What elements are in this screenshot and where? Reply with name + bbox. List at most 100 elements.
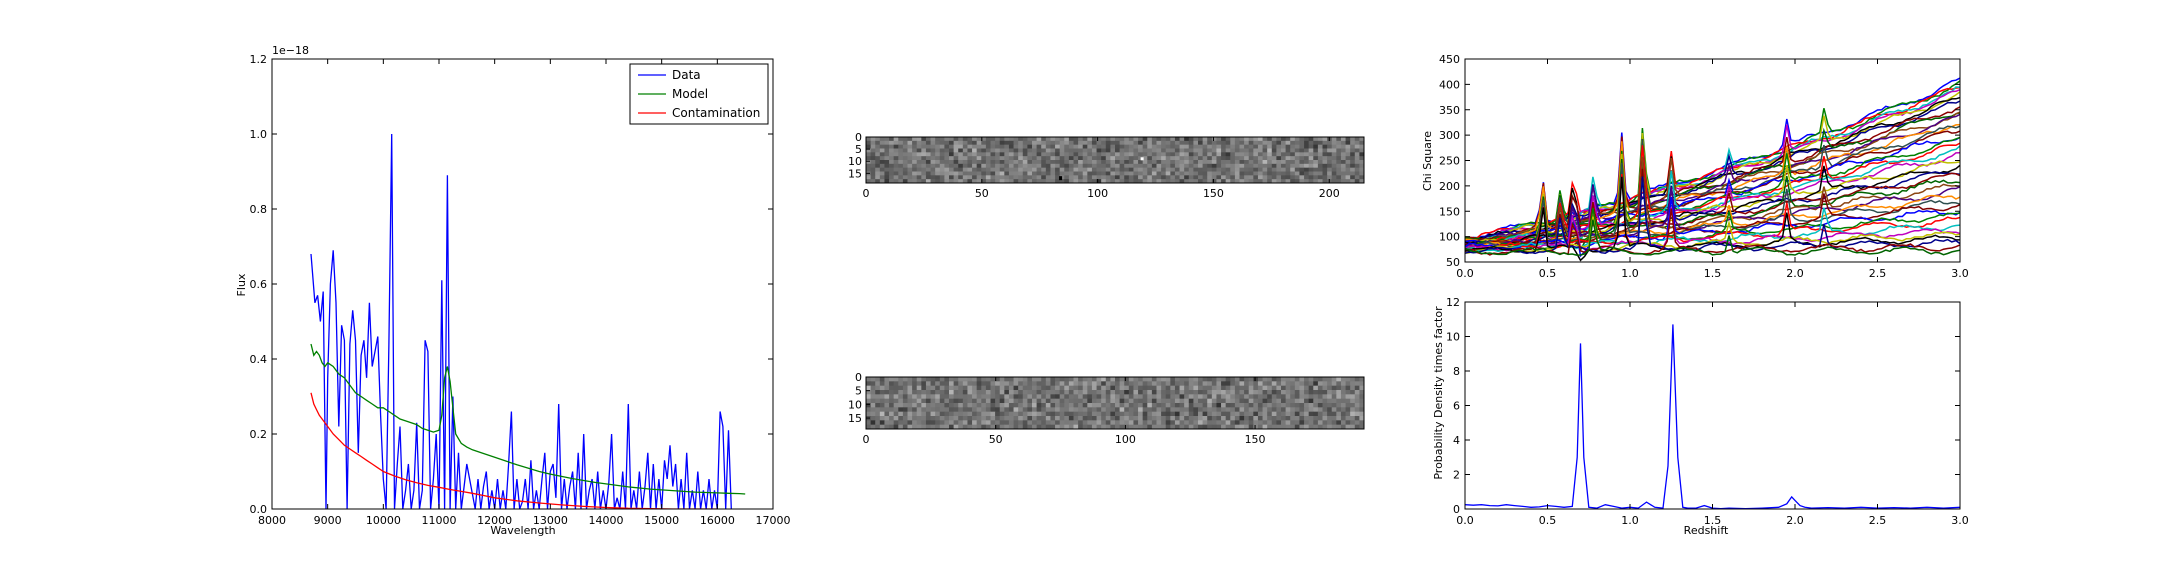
image-bottom-pixel — [1207, 411, 1213, 417]
image-top-pixel — [1096, 140, 1102, 146]
image-bottom-pixel — [875, 403, 881, 408]
image-top-xtick-label: 100 — [1087, 187, 1108, 200]
image-bottom-pixel — [985, 394, 991, 400]
image-bottom-pixel — [1068, 394, 1074, 400]
image-top-pixel — [981, 179, 987, 184]
image-bottom-pixel — [1151, 403, 1157, 408]
image-bottom-pixel — [1091, 385, 1097, 391]
image-top-pixel — [949, 160, 955, 165]
image-bottom-pixel — [1304, 398, 1310, 404]
image-top-pixel — [1068, 167, 1074, 172]
image-bottom-pixel — [953, 385, 959, 391]
image-bottom-pixel — [1147, 398, 1153, 404]
image-top-pixel — [962, 144, 968, 149]
image-bottom-pixel — [1281, 403, 1287, 408]
image-top-pixel — [1128, 156, 1134, 161]
image-bottom-pixel — [1096, 377, 1102, 382]
image-bottom-pixel — [1281, 411, 1287, 417]
image-bottom-pixel — [1313, 377, 1319, 382]
image-bottom-pixel — [1262, 420, 1268, 426]
image-bottom-pixel — [1188, 411, 1194, 417]
image-bottom-pixel — [1101, 407, 1107, 413]
image-bottom-pixel — [1216, 381, 1222, 387]
image-top-pixel — [1188, 140, 1194, 146]
image-top-pixel — [1133, 152, 1139, 157]
image-bottom-pixel — [1327, 390, 1333, 395]
image-bottom-pixel — [1138, 403, 1144, 408]
image-top-pixel — [1267, 140, 1273, 146]
image-bottom-pixel — [907, 416, 913, 421]
image-bottom-pixel — [1225, 381, 1231, 387]
image-bottom-pixel — [1285, 394, 1291, 400]
image-top-pixel — [889, 140, 895, 146]
image-bottom-pixel — [1013, 403, 1019, 408]
image-bottom-pixel — [1156, 420, 1162, 426]
image-top-pixel — [1082, 167, 1088, 172]
image-bottom-pixel — [1124, 390, 1130, 395]
image-top-pixel — [1281, 144, 1287, 149]
image-bottom-pixel — [1170, 424, 1176, 430]
image-bottom-pixel — [1073, 416, 1079, 421]
image-bottom-pixel — [930, 424, 936, 430]
image-top-pixel — [935, 144, 941, 149]
image-bottom-pixel — [1350, 398, 1356, 404]
image-bottom-pixel — [1290, 403, 1296, 408]
image-top-pixel — [1188, 156, 1194, 161]
image-top-pixel — [1336, 171, 1342, 176]
image-bottom-pixel — [1050, 420, 1056, 426]
image-bottom-pixel — [1082, 403, 1088, 408]
image-bottom-pixel — [866, 407, 872, 413]
image-top-pixel — [1202, 167, 1208, 172]
image-bottom-pixel — [1276, 381, 1282, 387]
image-top-pixel — [1276, 140, 1282, 146]
image-top-pixel — [1221, 160, 1227, 165]
image-bottom-pixel — [902, 403, 908, 408]
image-bottom-pixel — [1308, 411, 1314, 417]
image-top-pixel — [1230, 175, 1236, 180]
image-bottom-pixel — [879, 411, 885, 417]
image-top-pixel — [1096, 167, 1102, 172]
image-bottom-pixel — [1350, 416, 1356, 421]
image-bottom-pixel — [1018, 385, 1024, 391]
image-top-pixel — [1290, 152, 1296, 157]
image-top-pixel — [1151, 144, 1157, 149]
image-top-pixel — [875, 156, 881, 161]
image-bottom-pixel — [1073, 385, 1079, 391]
image-bottom-pixel — [1105, 390, 1111, 395]
image-top-pixel — [1151, 156, 1157, 161]
image-bottom-pixel — [1327, 403, 1333, 408]
image-bottom-pixel — [1165, 381, 1171, 387]
image-bottom-pixel — [1068, 424, 1074, 430]
image-bottom-pixel — [1202, 385, 1208, 391]
image-top-pixel — [1350, 140, 1356, 146]
image-bottom-pixel — [944, 398, 950, 404]
image-bottom-pixel — [1004, 416, 1010, 421]
image-top-pixel — [1350, 137, 1356, 142]
image-bottom-pixel — [1285, 385, 1291, 391]
image-top-pixel — [1004, 152, 1010, 157]
image-bottom-pixel — [1184, 407, 1190, 413]
image-bottom-pixel — [1064, 381, 1070, 387]
image-top-pixel — [1045, 167, 1051, 172]
image-bottom-pixel — [962, 416, 968, 421]
image-top-pixel — [1124, 167, 1130, 172]
image-top-pixel — [1359, 140, 1365, 146]
image-top-pixel — [1271, 171, 1277, 176]
image-bottom-pixel — [1230, 381, 1236, 387]
image-top-pixel — [1091, 144, 1097, 149]
image-top-pixel — [944, 175, 950, 180]
image-top-pixel — [976, 160, 982, 165]
image-top-pixel — [1359, 171, 1365, 176]
image-bottom-pixel — [1055, 381, 1061, 387]
image-top-pixel — [1055, 171, 1061, 176]
image-top-pixel — [990, 148, 996, 153]
image-top-pixel — [870, 171, 876, 176]
image-bottom-pixel — [1198, 424, 1204, 430]
image-bottom-pixel — [1331, 416, 1337, 421]
image-top-pixel — [1184, 137, 1190, 142]
image-bottom-pixel — [893, 394, 899, 400]
image-bottom-pixel — [1078, 424, 1084, 430]
image-bottom-pixel — [1198, 416, 1204, 421]
image-bottom-pixel — [1073, 407, 1079, 413]
